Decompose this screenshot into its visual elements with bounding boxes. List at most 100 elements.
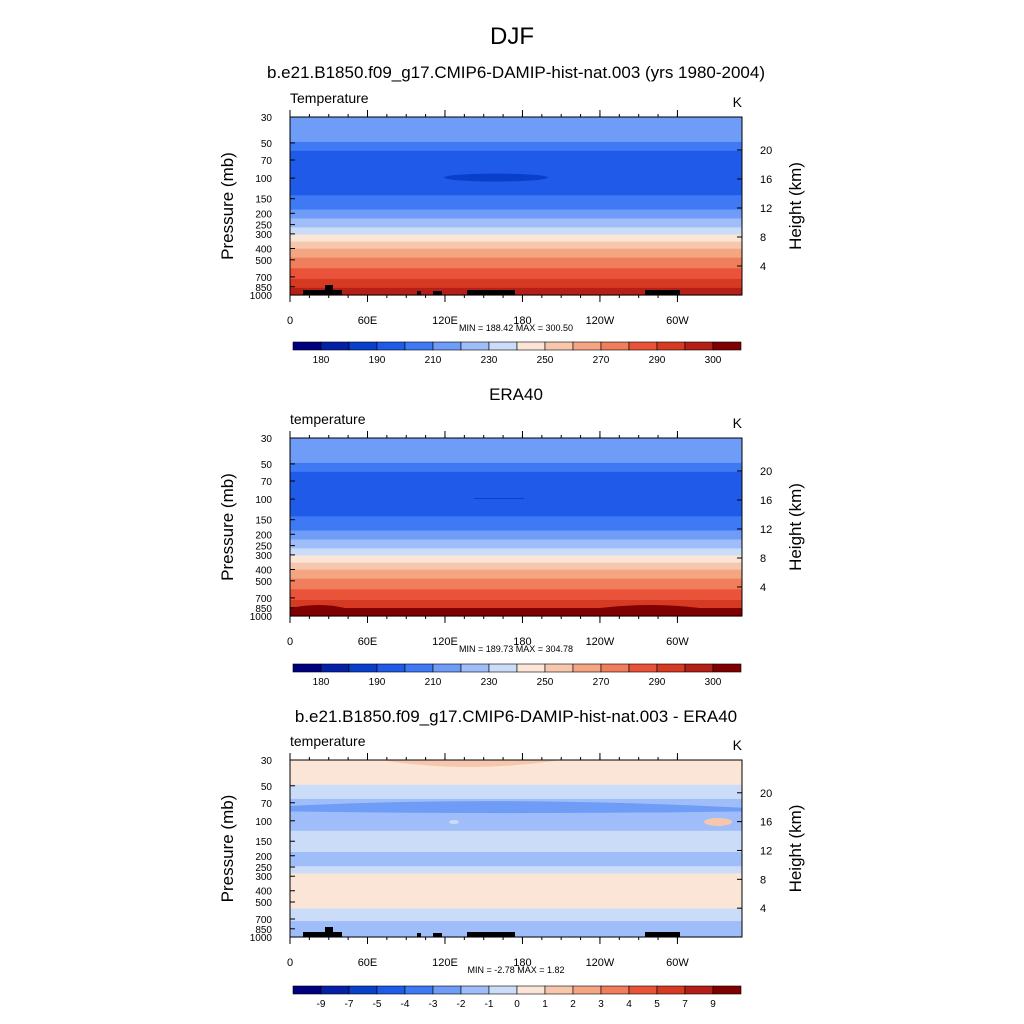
panel-1: b.e21.B1850.f09_g17.CMIP6-DAMIP-hist-nat…: [218, 63, 805, 366]
contour-band: [290, 248, 742, 259]
y-axis-title: Pressure (mb): [218, 795, 237, 903]
contour-band: [290, 234, 742, 243]
contour-band: [290, 589, 742, 601]
y-tick-label: 150: [255, 516, 272, 527]
colorbar-swatch: [488, 341, 518, 351]
x-tick-label: 180: [513, 957, 531, 969]
topography: [303, 290, 342, 295]
colorbar-swatch: [432, 663, 462, 673]
panel-left-string: temperature: [290, 411, 366, 427]
colorbar-swatch: [292, 341, 322, 351]
x-tick-label: 0: [287, 315, 293, 327]
colorbar-swatch: [544, 985, 574, 995]
y-tick-label: 30: [261, 113, 273, 124]
colorbar-label: 1: [542, 999, 548, 1010]
x-tick-label: 120W: [586, 636, 615, 648]
colorbar-swatch: [572, 663, 602, 673]
topography: [645, 290, 680, 295]
y-right-tick-label: 16: [760, 495, 772, 507]
colorbar-label: 3: [598, 999, 604, 1010]
y-tick-label: 100: [255, 174, 272, 185]
colorbar-swatch: [628, 663, 658, 673]
colorbar-swatch: [600, 985, 630, 995]
colorbar-label: 9: [710, 999, 716, 1010]
x-tick-label: 180: [513, 636, 531, 648]
colorbar-label: -4: [401, 999, 410, 1010]
y-tick-label: 1000: [250, 933, 273, 944]
colorbar-swatch: [460, 663, 490, 673]
y-tick-label: 250: [255, 863, 272, 874]
y-tick-label: 100: [255, 817, 272, 828]
colorbar-swatch: [292, 663, 322, 673]
contour-band: [290, 438, 742, 464]
contour-band: [290, 852, 742, 867]
y-tick-label: 100: [255, 495, 272, 506]
colorbar-label: 4: [626, 999, 632, 1010]
colorbar-label: -5: [373, 999, 382, 1010]
y-tick-label: 200: [255, 209, 272, 220]
y-tick-label: 850: [255, 283, 272, 294]
x-tick-label: 60E: [358, 636, 378, 648]
y-right-tick-label: 12: [760, 524, 772, 536]
colorbar-swatch: [320, 985, 350, 995]
topography: [645, 932, 680, 937]
colorbar-label: 210: [425, 355, 442, 366]
y-tick-label: 200: [255, 852, 272, 863]
colorbar-swatch: [544, 663, 574, 673]
colorbar-swatch: [516, 663, 546, 673]
contour-band: [290, 141, 742, 152]
y-tick-label: 700: [255, 915, 272, 926]
y-tick-label: 850: [255, 925, 272, 936]
y-right-axis-title: Height (km): [786, 805, 805, 893]
min-max-label: MIN = 188.42 MAX = 300.50: [459, 323, 573, 333]
colorbar-label: -7: [345, 999, 354, 1010]
contour-band: [290, 873, 742, 910]
topography: [417, 291, 421, 295]
cool-streak: [290, 801, 742, 814]
y-tick-label: 1000: [250, 612, 273, 623]
colorbar-label: 180: [313, 677, 330, 688]
colorbar-label: 230: [481, 355, 498, 366]
contour-band: [290, 555, 742, 564]
colorbar-swatch: [376, 341, 406, 351]
contour-band: [290, 562, 742, 571]
colorbar-label: 290: [649, 677, 666, 688]
y-tick-label: 70: [261, 156, 273, 167]
y-right-tick-label: 20: [760, 466, 772, 478]
topography: [417, 933, 421, 937]
x-tick-label: 0: [287, 957, 293, 969]
colorbar-swatch: [376, 663, 406, 673]
colorbar-label: 190: [369, 677, 386, 688]
surface-warm-band: [290, 605, 742, 616]
colorbar-swatch: [348, 663, 378, 673]
y-tick-label: 500: [255, 577, 272, 588]
x-tick-label: 60W: [666, 957, 689, 969]
y-tick-label: 50: [261, 460, 273, 471]
colorbar-swatch: [404, 663, 434, 673]
colorbar-swatch: [600, 341, 630, 351]
colorbar-label: 250: [537, 355, 554, 366]
y-tick-label: 300: [255, 230, 272, 241]
y-right-tick-label: 16: [760, 817, 772, 829]
colorbar-label: 180: [313, 355, 330, 366]
colorbar-swatch: [656, 663, 686, 673]
contour-band: [290, 278, 742, 289]
contour-band: [290, 516, 742, 532]
plot-frame: [289, 437, 743, 617]
contour-band: [290, 218, 742, 228]
plot-frame: [289, 116, 743, 296]
topography: [433, 291, 442, 295]
topography: [325, 927, 333, 937]
y-right-tick-label: 12: [760, 845, 772, 857]
colorbar-swatch: [572, 985, 602, 995]
colorbar-label: 230: [481, 677, 498, 688]
colorbar-swatch: [516, 341, 546, 351]
y-right-tick-label: 20: [760, 145, 772, 157]
plot-frame: [289, 759, 743, 938]
x-tick-label: 120E: [432, 315, 458, 327]
contour-band: [290, 117, 742, 143]
x-tick-label: 60E: [358, 957, 378, 969]
colorbar-label: 2: [570, 999, 576, 1010]
y-right-axis-title: Height (km): [786, 162, 805, 250]
